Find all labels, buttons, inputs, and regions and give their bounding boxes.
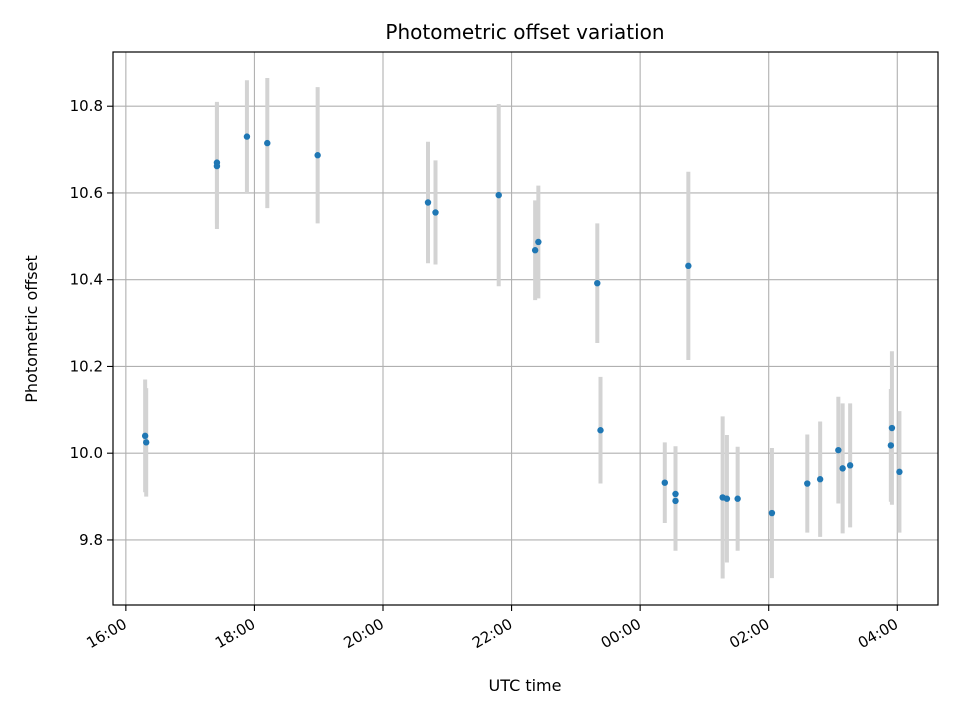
data-point: [661, 479, 668, 486]
y-axis-label: Photometric offset: [22, 255, 41, 403]
data-points: [141, 133, 903, 517]
x-tick-label: 00:00: [598, 615, 644, 652]
data-point: [734, 495, 741, 502]
data-point: [723, 495, 731, 502]
y-tick-label: 9.8: [79, 531, 103, 549]
data-point: [839, 465, 846, 472]
data-point: [264, 139, 271, 147]
data-point: [143, 439, 150, 446]
data-point: [768, 509, 776, 517]
chart-title: Photometric offset variation: [385, 20, 664, 44]
x-tick-label: 22:00: [469, 615, 515, 652]
x-axis-label: UTC time: [489, 676, 562, 695]
y-axis-ticks: 9.8 10.0 10.2 10.4 10.6 10.8: [70, 97, 113, 549]
data-point: [495, 191, 502, 199]
data-point: [804, 480, 811, 487]
data-point: [141, 432, 149, 440]
data-point: [672, 497, 679, 505]
data-point: [594, 279, 601, 287]
x-tick-label: 04:00: [855, 615, 901, 652]
data-point: [888, 424, 896, 432]
x-tick-label: 18:00: [212, 615, 258, 652]
x-tick-label: 20:00: [341, 615, 387, 652]
data-point: [685, 262, 692, 270]
data-point: [213, 162, 221, 170]
data-point: [535, 238, 542, 246]
y-tick-label: 10.0: [70, 444, 103, 462]
data-point: [531, 247, 539, 254]
data-point: [846, 462, 854, 469]
data-point: [887, 442, 895, 449]
x-tick-label: 16:00: [83, 615, 129, 652]
data-point: [314, 152, 321, 159]
x-axis-ticks: 16:00 18:00 20:00 22:00 00:00 02:00 04:00: [83, 605, 901, 652]
data-point: [835, 446, 842, 454]
y-tick-label: 10.4: [70, 271, 103, 289]
data-point: [816, 476, 824, 483]
data-point: [597, 427, 604, 434]
error-bars: [143, 78, 902, 579]
y-tick-label: 10.8: [70, 97, 103, 115]
x-tick-label: 02:00: [726, 615, 772, 652]
data-point: [672, 490, 679, 498]
plot-frame: [112, 51, 939, 606]
data-point: [896, 468, 903, 476]
y-tick-label: 10.6: [70, 184, 103, 202]
y-tick-label: 10.2: [70, 357, 103, 375]
data-point: [243, 133, 251, 140]
data-point: [432, 209, 439, 216]
data-point: [424, 199, 432, 206]
grid-lines: [113, 52, 938, 605]
